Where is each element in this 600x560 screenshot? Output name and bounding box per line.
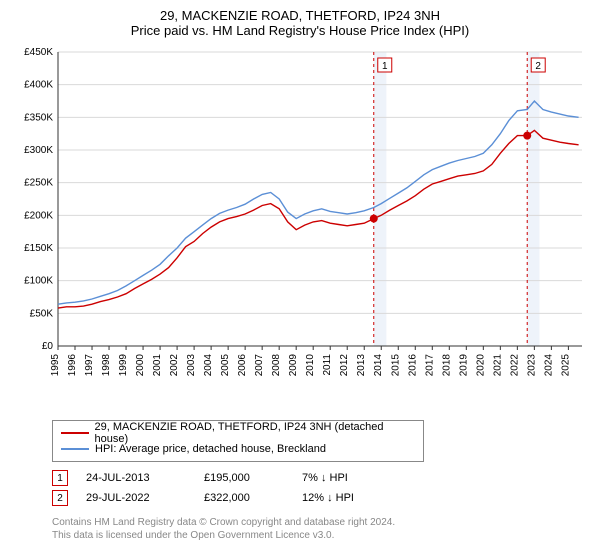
title-line1: 29, MACKENZIE ROAD, THETFORD, IP24 3NH: [10, 8, 590, 23]
legend-swatch-0: [61, 432, 89, 434]
sale-badge-0: 1: [52, 470, 68, 486]
svg-text:£0: £0: [42, 341, 54, 352]
sale-date-0: 24-JUL-2013: [86, 472, 186, 484]
svg-text:1996: 1996: [67, 354, 78, 377]
svg-text:2012: 2012: [339, 354, 350, 377]
svg-text:2006: 2006: [237, 354, 248, 377]
svg-text:£100K: £100K: [24, 276, 53, 287]
sale-price-1: £322,000: [204, 492, 284, 504]
svg-text:2011: 2011: [322, 354, 333, 376]
svg-text:£300K: £300K: [24, 145, 53, 156]
legend: 29, MACKENZIE ROAD, THETFORD, IP24 3NH (…: [52, 420, 424, 462]
svg-text:2014: 2014: [373, 354, 384, 377]
svg-text:£450K: £450K: [24, 47, 53, 58]
svg-text:2015: 2015: [390, 354, 401, 377]
legend-label-1: HPI: Average price, detached house, Brec…: [95, 443, 326, 455]
title-block: 29, MACKENZIE ROAD, THETFORD, IP24 3NH P…: [10, 8, 590, 38]
svg-text:1998: 1998: [101, 354, 112, 377]
svg-text:2016: 2016: [407, 354, 418, 377]
svg-text:2024: 2024: [543, 354, 554, 377]
footer: Contains HM Land Registry data © Crown c…: [52, 516, 590, 542]
svg-text:2010: 2010: [305, 354, 316, 377]
svg-text:2017: 2017: [424, 354, 435, 377]
svg-text:2003: 2003: [186, 354, 197, 377]
chart-svg: £0 £50K £100K £150K £200K £250K £300K £350K £400…: [10, 44, 590, 414]
svg-text:2009: 2009: [288, 354, 299, 377]
svg-text:£150K: £150K: [24, 243, 53, 254]
svg-text:2023: 2023: [526, 354, 537, 377]
legend-swatch-1: [61, 448, 89, 450]
sale-rows: 1 24-JUL-2013 £195,000 7% ↓ HPI 2 29-JUL…: [52, 468, 590, 508]
svg-text:1999: 1999: [118, 354, 129, 377]
chart: £0 £50K £100K £150K £200K £250K £300K £350K £400…: [10, 44, 590, 414]
svg-text:2013: 2013: [356, 354, 367, 377]
sale-row-0: 1 24-JUL-2013 £195,000 7% ↓ HPI: [52, 468, 590, 488]
svg-text:£350K: £350K: [24, 112, 53, 123]
svg-text:2004: 2004: [203, 354, 214, 377]
footer-line1: Contains HM Land Registry data © Crown c…: [52, 516, 590, 529]
svg-text:2008: 2008: [271, 354, 282, 377]
svg-text:2000: 2000: [135, 354, 146, 377]
svg-text:£250K: £250K: [24, 178, 53, 189]
svg-text:2022: 2022: [509, 354, 520, 377]
svg-text:2001: 2001: [152, 354, 163, 377]
svg-text:2019: 2019: [458, 354, 469, 377]
legend-row-0: 29, MACKENZIE ROAD, THETFORD, IP24 3NH (…: [61, 425, 415, 441]
svg-text:£400K: £400K: [24, 80, 53, 91]
svg-text:2007: 2007: [254, 354, 265, 377]
sale-badge-1: 2: [52, 490, 68, 506]
sale-price-0: £195,000: [204, 472, 284, 484]
svg-text:2025: 2025: [560, 354, 571, 377]
svg-text:2018: 2018: [441, 354, 452, 377]
svg-text:£50K: £50K: [30, 308, 54, 319]
sale-row-1: 2 29-JUL-2022 £322,000 12% ↓ HPI: [52, 488, 590, 508]
svg-text:1997: 1997: [84, 354, 95, 377]
svg-text:£200K: £200K: [24, 210, 53, 221]
svg-text:2: 2: [535, 61, 541, 72]
root: 29, MACKENZIE ROAD, THETFORD, IP24 3NH P…: [0, 0, 600, 560]
title-line2: Price paid vs. HM Land Registry's House …: [10, 23, 590, 38]
legend-label-0: 29, MACKENZIE ROAD, THETFORD, IP24 3NH (…: [95, 421, 415, 445]
sale-diff-1: 12% ↓ HPI: [302, 492, 402, 504]
footer-line2: This data is licensed under the Open Gov…: [52, 529, 590, 542]
svg-text:2005: 2005: [220, 354, 231, 377]
svg-text:2002: 2002: [169, 354, 180, 377]
sale-date-1: 29-JUL-2022: [86, 492, 186, 504]
sale-diff-0: 7% ↓ HPI: [302, 472, 402, 484]
svg-text:2020: 2020: [475, 354, 486, 377]
svg-text:2021: 2021: [492, 354, 503, 377]
svg-text:1995: 1995: [50, 354, 61, 377]
svg-text:1: 1: [382, 61, 388, 72]
